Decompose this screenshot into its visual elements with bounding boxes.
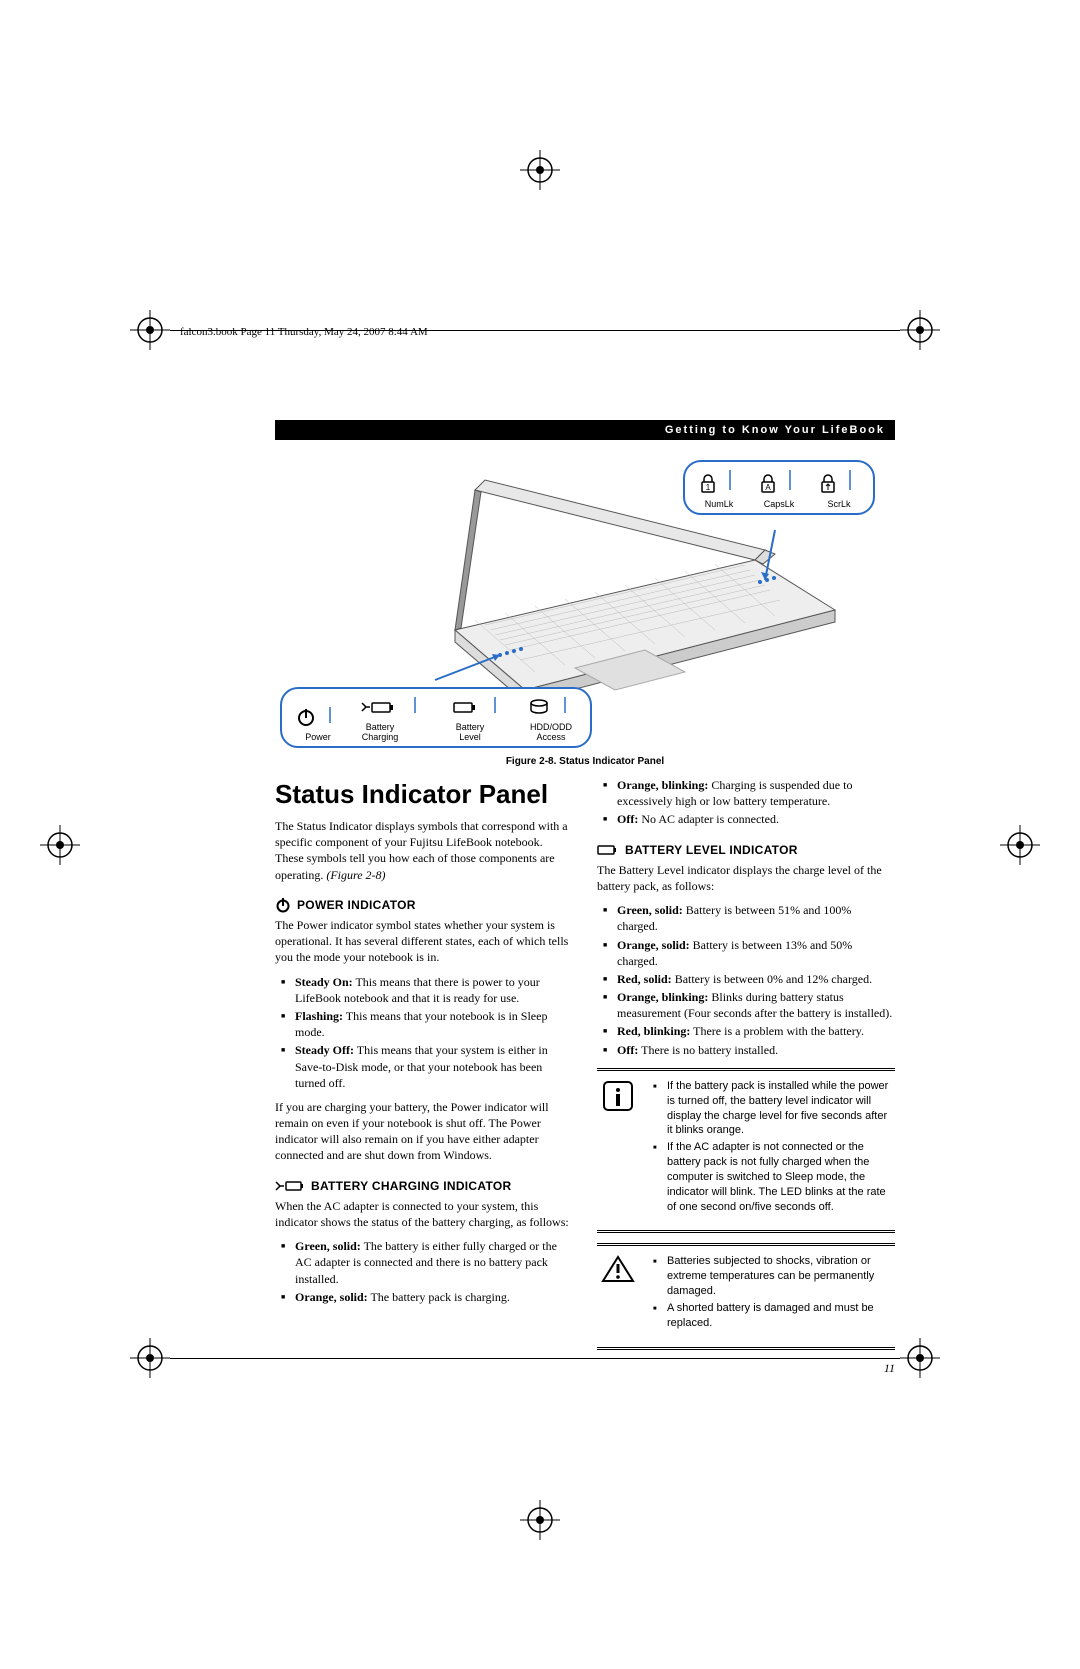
print-header: falcon3.book Page 11 Thursday, May 24, 2… [180, 326, 428, 338]
battery-level-icon [597, 843, 619, 857]
svg-text:1: 1 [706, 483, 711, 492]
hdd-icon [528, 697, 550, 717]
scrlock-icon [819, 474, 837, 494]
info-icon [601, 1079, 635, 1113]
level-heading: BATTERY LEVEL INDICATOR [597, 842, 895, 858]
numlock-icon: 1 [699, 474, 717, 494]
intro-text: The Status Indicator displays symbols th… [275, 818, 573, 883]
regmark [520, 1500, 560, 1540]
battery-charging-icon [275, 1179, 305, 1193]
capslock-icon: A [759, 474, 777, 494]
charging-list-right: Orange, blinking: Charging is suspended … [597, 777, 895, 828]
regmark [40, 825, 80, 865]
body-text: If you are charging your battery, the Po… [275, 1099, 573, 1164]
power-list: Steady On: This means that there is powe… [275, 974, 573, 1091]
regmark [900, 310, 940, 350]
figure-caption: Figure 2-8. Status Indicator Panel [275, 756, 895, 767]
info-callout: If the battery pack is installed while t… [597, 1068, 895, 1234]
power-icon [275, 897, 291, 913]
section-banner: Getting to Know Your LifeBook [275, 420, 895, 440]
callout-indicators: Power Battery Charging Battery Level HDD… [280, 687, 592, 748]
body-text: The Battery Level indicator displays the… [597, 862, 895, 894]
warning-icon [601, 1254, 635, 1284]
body-text: When the AC adapter is connected to your… [275, 1198, 573, 1230]
page-title: Status Indicator Panel [275, 777, 573, 812]
battery-charging-icon [360, 697, 394, 717]
warning-callout: Batteries subjected to shocks, vibration… [597, 1243, 895, 1349]
power-icon [296, 707, 316, 727]
battery-level-icon [452, 697, 478, 717]
body-text: The Power indicator symbol states whethe… [275, 917, 573, 966]
charging-list-left: Green, solid: The battery is either full… [275, 1238, 573, 1305]
regmark [1000, 825, 1040, 865]
left-column: Status Indicator Panel The Status Indica… [275, 777, 573, 1376]
level-list: Green, solid: Battery is between 51% and… [597, 902, 895, 1058]
page-content: Getting to Know Your LifeBook [275, 420, 895, 1376]
svg-text:A: A [765, 483, 771, 492]
regmark [900, 1338, 940, 1378]
figure-diagram: 1 NumLk A CapsLk ScrLk [275, 450, 895, 750]
charging-heading: BATTERY CHARGING INDICATOR [275, 1178, 573, 1194]
page-number: 11 [597, 1360, 895, 1376]
regmark [130, 310, 170, 350]
power-heading: POWER INDICATOR [275, 897, 573, 913]
right-column: Orange, blinking: Charging is suspended … [597, 777, 895, 1376]
regmark [130, 1338, 170, 1378]
regmark [520, 150, 560, 190]
callout-locks: 1 NumLk A CapsLk ScrLk [683, 460, 875, 515]
